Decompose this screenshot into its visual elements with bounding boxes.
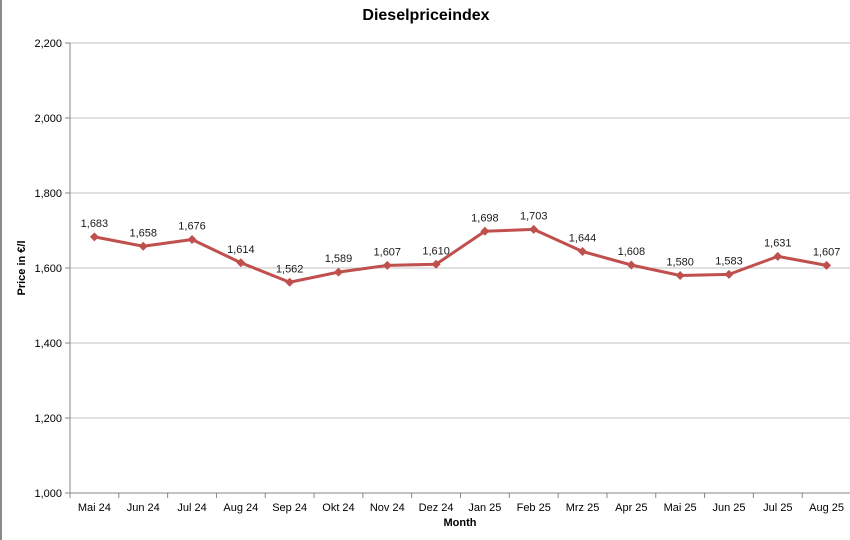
x-tick-label: Jul 24 — [177, 502, 206, 514]
data-point-label: 1,583 — [715, 255, 743, 267]
x-tick-label: Jan 25 — [468, 502, 501, 514]
data-point-marker — [382, 260, 392, 270]
x-tick-label: Okt 24 — [322, 502, 354, 514]
data-point-marker — [822, 260, 832, 270]
data-point-label: 1,607 — [813, 246, 841, 258]
data-point-marker — [431, 259, 441, 269]
y-tick-label: 1,800 — [34, 188, 62, 200]
x-tick-label: Jun 24 — [127, 502, 160, 514]
x-tick-label: Aug 25 — [809, 502, 844, 514]
data-point-marker — [89, 232, 99, 242]
y-tick-label: 2,200 — [34, 38, 62, 50]
data-point-label: 1,614 — [227, 244, 255, 256]
y-axis-title: Price in €/l — [16, 240, 28, 296]
data-point-marker — [138, 241, 148, 251]
data-point-label: 1,676 — [178, 221, 206, 233]
data-point-marker — [333, 267, 343, 277]
x-tick-label: Aug 24 — [223, 502, 258, 514]
data-point-marker — [724, 269, 734, 279]
data-point-label: 1,589 — [325, 253, 353, 265]
data-point-label: 1,644 — [569, 233, 597, 245]
data-point-marker — [480, 226, 490, 236]
data-point-marker — [529, 224, 539, 234]
data-point-marker — [626, 260, 636, 270]
data-point-marker — [236, 258, 246, 268]
y-tick-label: 2,000 — [34, 113, 62, 125]
data-point-label: 1,607 — [374, 246, 402, 258]
x-tick-label: Nov 24 — [370, 502, 405, 514]
data-point-label: 1,631 — [764, 237, 792, 249]
data-point-marker — [578, 247, 588, 256]
x-tick-label: Sep 24 — [272, 502, 307, 514]
data-point-label: 1,698 — [471, 212, 499, 224]
x-tick-label: Feb 25 — [517, 502, 551, 514]
data-point-marker — [285, 277, 295, 287]
data-point-marker — [773, 251, 783, 261]
data-point-label: 1,608 — [618, 246, 646, 258]
y-tick-label: 1,200 — [34, 413, 62, 425]
price-line — [92, 227, 829, 284]
y-tick-label: 1,000 — [34, 488, 62, 500]
data-point-marker — [187, 235, 197, 244]
x-axis-title: Month — [443, 517, 477, 529]
y-tick-label: 1,400 — [34, 338, 62, 350]
x-tick-label: Jun 25 — [712, 502, 745, 514]
data-point-marker — [675, 271, 685, 280]
data-point-label: 1,683 — [81, 218, 109, 230]
x-tick-label: Apr 25 — [615, 502, 647, 514]
data-point-label: 1,658 — [129, 227, 157, 239]
data-point-label: 1,610 — [422, 245, 450, 257]
x-tick-label: Mai 25 — [664, 502, 697, 514]
x-tick-label: Dez 24 — [419, 502, 454, 514]
data-point-label: 1,580 — [666, 257, 694, 269]
chart-title: Dieselpriceindex — [362, 7, 490, 24]
data-point-label: 1,562 — [276, 263, 304, 275]
x-tick-label: Jul 25 — [763, 502, 792, 514]
x-tick-label: Mai 24 — [78, 502, 111, 514]
data-point-label: 1,703 — [520, 210, 548, 222]
y-tick-label: 1,600 — [34, 263, 62, 275]
x-tick-label: Mrz 25 — [566, 502, 600, 514]
